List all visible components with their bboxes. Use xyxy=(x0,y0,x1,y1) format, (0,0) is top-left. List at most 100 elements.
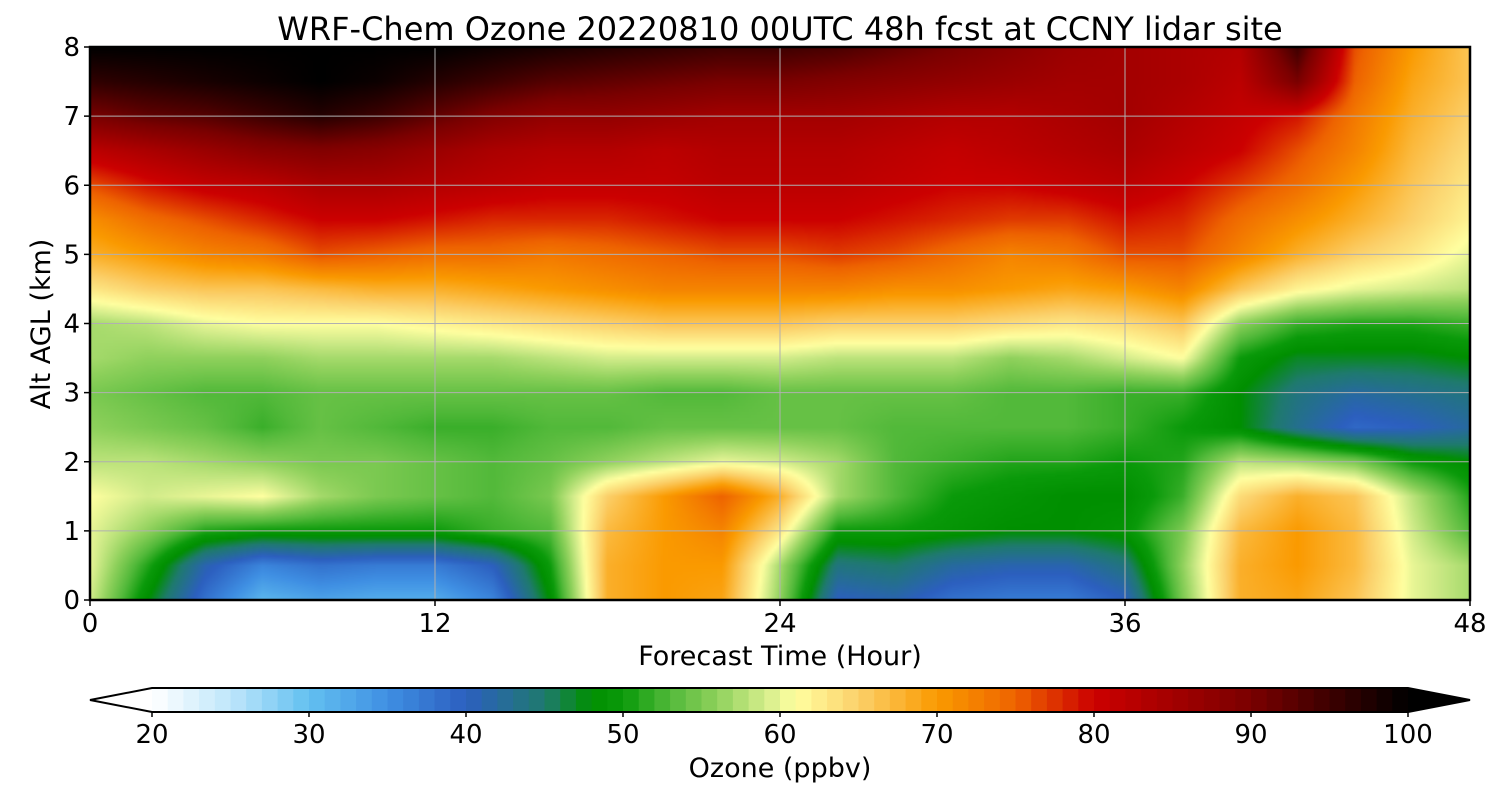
colorbar-segment xyxy=(152,688,169,712)
x-tick-label: 48 xyxy=(1453,609,1486,639)
colorbar-segment xyxy=(1078,688,1095,712)
y-tick-label: 8 xyxy=(63,33,80,63)
colorbar-segment xyxy=(528,688,546,712)
colorbar-segment xyxy=(1313,688,1331,712)
colorbar-segment xyxy=(827,688,844,712)
colorbar-segment xyxy=(1392,688,1409,712)
y-tick-label: 0 xyxy=(63,586,80,616)
colorbar-segment xyxy=(1046,688,1064,712)
colorbar-segment xyxy=(780,688,797,712)
colorbar-segment xyxy=(748,688,765,712)
colorbar-segment xyxy=(1125,688,1142,712)
colorbar-segment xyxy=(356,688,373,712)
colorbar-tick-label: 60 xyxy=(763,720,796,750)
colorbar-tick-label: 100 xyxy=(1383,720,1433,750)
colorbar-segment xyxy=(481,688,498,712)
colorbar-tick-label: 30 xyxy=(292,720,325,750)
colorbar-segment xyxy=(183,688,200,712)
chart-title: WRF-Chem Ozone 20220810 00UTC 48h fcst a… xyxy=(277,10,1282,48)
colorbar-segment xyxy=(277,688,294,712)
colorbar-segment xyxy=(1282,688,1299,712)
colorbar-segment xyxy=(1235,688,1252,712)
grid-lines xyxy=(90,47,1470,600)
colorbar-segment xyxy=(560,688,577,712)
colorbar-under-arrow xyxy=(90,688,152,712)
colorbar-segment xyxy=(638,688,655,712)
colorbar-segment xyxy=(732,688,750,712)
colorbar-segment xyxy=(654,688,671,712)
colorbar-segment xyxy=(842,688,860,712)
colorbar-segment xyxy=(513,688,530,712)
colorbar-segment xyxy=(340,688,357,712)
x-tick-label: 24 xyxy=(763,609,796,639)
colorbar-segment xyxy=(1360,688,1378,712)
colorbar-segment xyxy=(1094,688,1111,712)
colorbar-segment xyxy=(1345,688,1362,712)
colorbar-segment xyxy=(293,688,310,712)
colorbar-segment xyxy=(1015,688,1032,712)
colorbar-segment xyxy=(1298,688,1315,712)
colorbar-segment xyxy=(575,688,593,712)
colorbar-segment xyxy=(371,688,389,712)
colorbar-tick-label: 70 xyxy=(920,720,953,750)
colorbar-segment xyxy=(623,688,640,712)
colorbar-over-arrow xyxy=(1408,688,1470,712)
colorbar-segment xyxy=(246,688,263,712)
colorbar-segment xyxy=(889,688,907,712)
colorbar-segment xyxy=(905,688,922,712)
x-axis-label: Forecast Time (Hour) xyxy=(638,641,922,672)
y-tick-label: 6 xyxy=(63,171,80,201)
colorbar-segment xyxy=(1172,688,1189,712)
colorbar-segment xyxy=(403,688,420,712)
colorbar-segment xyxy=(387,688,404,712)
colorbar-segment xyxy=(921,688,938,712)
colorbar-segment xyxy=(607,688,624,712)
colorbar-segment xyxy=(717,688,734,712)
colorbar: 20 30 40 50 60 70 80 90 100 xyxy=(89,687,1471,750)
colorbar-segment xyxy=(591,688,608,712)
y-tick-label: 1 xyxy=(63,517,80,547)
colorbar-segment xyxy=(968,688,985,712)
colorbar-segment xyxy=(199,688,216,712)
colorbar-tick-label: 90 xyxy=(1234,720,1267,750)
colorbar-segment xyxy=(1376,688,1393,712)
x-tick-label: 12 xyxy=(418,609,451,639)
colorbar-segment xyxy=(952,688,969,712)
x-tick-label: 36 xyxy=(1108,609,1141,639)
colorbar-segment xyxy=(811,688,828,712)
colorbar-tick-label: 40 xyxy=(449,720,482,750)
colorbar-segment xyxy=(999,688,1017,712)
y-tick-label: 7 xyxy=(63,102,80,132)
colorbar-segment xyxy=(1031,688,1048,712)
colorbar-segment xyxy=(874,688,891,712)
colorbar-segment xyxy=(167,688,184,712)
colorbar-segment xyxy=(1156,688,1174,712)
colorbar-segment xyxy=(466,688,483,712)
colorbar-segment xyxy=(1141,688,1158,712)
colorbar-segment xyxy=(685,688,703,712)
colorbar-segment xyxy=(214,688,232,712)
colorbar-segment xyxy=(1109,688,1126,712)
colorbar-segment xyxy=(984,688,1001,712)
colorbar-segment xyxy=(450,688,467,712)
colorbar-segment xyxy=(230,688,247,712)
colorbar-segment xyxy=(1266,688,1283,712)
colorbar-segment xyxy=(324,688,341,712)
colorbar-segment xyxy=(434,688,451,712)
y-tick-label: 5 xyxy=(63,240,80,270)
y-tick-label: 3 xyxy=(63,379,80,409)
colorbar-segment xyxy=(1329,688,1346,712)
colorbar-segment xyxy=(1188,688,1205,712)
colorbar-segment xyxy=(764,688,781,712)
colorbar-segment xyxy=(858,688,875,712)
colorbar-segment xyxy=(795,688,812,712)
y-tick-label: 4 xyxy=(63,310,80,340)
colorbar-tick-label: 20 xyxy=(135,720,168,750)
colorbar-segment xyxy=(544,688,561,712)
colorbar-segment xyxy=(1219,688,1236,712)
y-tick-label: 2 xyxy=(63,448,80,478)
colorbar-segment xyxy=(1203,688,1221,712)
colorbar-segment xyxy=(497,688,514,712)
colorbar-tick-label: 80 xyxy=(1077,720,1110,750)
